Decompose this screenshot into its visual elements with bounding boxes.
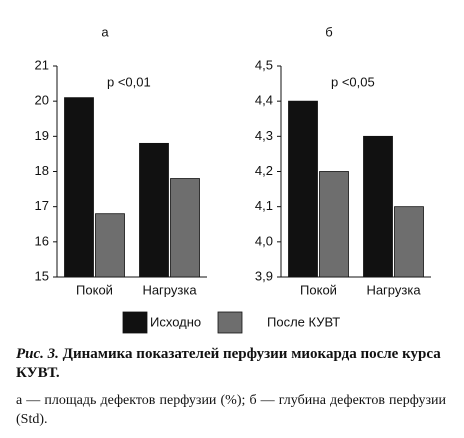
- y-tick-label: 3,9: [255, 268, 273, 283]
- chart-title: а: [101, 24, 109, 39]
- y-tick-label: 4,1: [255, 198, 273, 213]
- caption-label: Рис. 3.: [16, 346, 59, 362]
- bar: [170, 178, 200, 278]
- bar: [363, 135, 393, 278]
- bar: [139, 142, 169, 278]
- y-tick-label: 21: [35, 57, 49, 72]
- x-tick-label: Нагрузка: [142, 282, 197, 297]
- y-tick-label: 4,0: [255, 233, 273, 248]
- x-tick-label: Нагрузка: [366, 282, 421, 297]
- y-tick-label: 19: [35, 128, 49, 143]
- bar: [64, 97, 94, 278]
- y-tick-label: 4,2: [255, 163, 273, 178]
- y-tick-label: 20: [35, 93, 49, 108]
- y-tick-label: 16: [35, 233, 49, 248]
- x-tick-label: Покой: [300, 282, 337, 297]
- caption-title: Динамика показателей перфузии миокарда п…: [16, 346, 441, 381]
- legend-label: Исходно: [150, 314, 201, 329]
- annotation: p <0,01: [107, 74, 151, 89]
- y-tick-label: 4,5: [255, 57, 273, 72]
- chart-title: б: [325, 24, 332, 39]
- y-tick-label: 15: [35, 268, 49, 283]
- legend-label: После КУВТ: [267, 314, 340, 329]
- legend-swatch: [122, 311, 148, 334]
- legend-swatch: [217, 311, 243, 334]
- annotation: p <0,05: [331, 74, 375, 89]
- bar: [95, 213, 125, 278]
- charts: а p <0,01 15 16 17 18 19 20 21 Покой Нагрузка б p <0…: [35, 24, 431, 334]
- y-tick-label: 4,3: [255, 128, 273, 143]
- y-tick-label: 18: [35, 163, 49, 178]
- x-tick-label: Покой: [76, 282, 113, 297]
- bar: [288, 100, 318, 278]
- y-tick-label: 4,4: [255, 93, 273, 108]
- caption: Рис. 3. Динамика показателей перфузии ми…: [16, 345, 446, 429]
- caption-note: а — площадь дефектов перфузии (%); б — г…: [16, 393, 446, 427]
- bar: [319, 171, 349, 278]
- bar: [394, 206, 424, 278]
- y-tick-label: 17: [35, 198, 49, 213]
- caption-title-block: Рис. 3. Динамика показателей перфузии ми…: [16, 345, 446, 383]
